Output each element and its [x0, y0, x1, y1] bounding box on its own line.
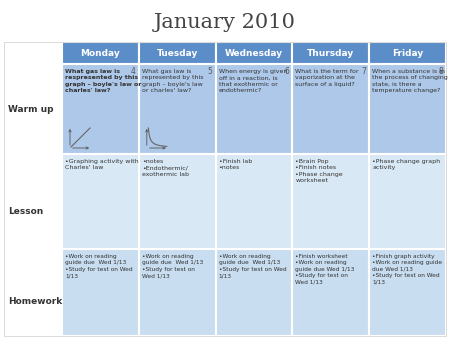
Bar: [292, 64, 369, 154]
Bar: [4, 42, 446, 336]
Bar: [216, 154, 292, 249]
Text: •Work on reading
guide due  Wed 1/13
•Study for test on Wed
1/13: •Work on reading guide due Wed 1/13 •Stu…: [219, 254, 286, 278]
Bar: [369, 64, 446, 154]
Text: Lesson: Lesson: [8, 207, 43, 216]
Text: What gas law is
represented by this
graph – boyle's law
or charles' law?: What gas law is represented by this grap…: [142, 69, 203, 93]
Bar: [292, 154, 369, 249]
Bar: [62, 249, 139, 336]
Bar: [369, 42, 446, 64]
Bar: [139, 249, 216, 336]
Text: Monday: Monday: [81, 48, 120, 57]
Bar: [4, 42, 62, 64]
Text: 8: 8: [438, 67, 443, 76]
Text: When a substance is in
the process of changing
state, is there a
temperature cha: When a substance is in the process of ch…: [372, 69, 448, 93]
Bar: [292, 249, 369, 336]
Text: January 2010: January 2010: [154, 13, 296, 31]
Text: Friday: Friday: [392, 48, 423, 57]
Text: 6: 6: [284, 67, 289, 76]
Bar: [62, 42, 139, 64]
Text: 7: 7: [361, 67, 366, 76]
Bar: [4, 249, 62, 336]
Text: •Work on reading
guide due  Wed 1/13
•Study for test on
Wed 1/13: •Work on reading guide due Wed 1/13 •Stu…: [142, 254, 203, 278]
Text: 4: 4: [131, 67, 136, 76]
Bar: [4, 64, 62, 154]
Text: When energy is given
off in a reaction, is
that exothermic or
endothermic?: When energy is given off in a reaction, …: [219, 69, 287, 93]
Bar: [216, 42, 292, 64]
Bar: [62, 154, 139, 249]
Text: What is the term for
vaporization at the
surface of a liquid?: What is the term for vaporization at the…: [295, 69, 359, 87]
Text: Thursday: Thursday: [307, 48, 355, 57]
Bar: [292, 42, 369, 64]
Text: Tuesday: Tuesday: [157, 48, 198, 57]
Text: Wednesday: Wednesday: [225, 48, 283, 57]
Text: Warm up: Warm up: [8, 104, 54, 114]
Bar: [139, 42, 216, 64]
Text: •Phase change graph
activity: •Phase change graph activity: [372, 159, 440, 170]
Bar: [216, 64, 292, 154]
Bar: [369, 154, 446, 249]
Text: 5: 5: [208, 67, 212, 76]
Text: •Brain Pop
•Finish notes
•Phase change
worksheet: •Brain Pop •Finish notes •Phase change w…: [295, 159, 343, 183]
Text: •Finish graph activity
•Work on reading guide
due Wed 1/13
•Study for test on We: •Finish graph activity •Work on reading …: [372, 254, 442, 285]
Text: What gas law is
respresented by this
graph – boyle's law or
charles' law?: What gas law is respresented by this gra…: [65, 69, 141, 93]
Text: •Graphing activity with
Charles' law: •Graphing activity with Charles' law: [65, 159, 139, 170]
Bar: [369, 249, 446, 336]
Text: Homework: Homework: [8, 297, 62, 306]
Bar: [62, 64, 139, 154]
Bar: [216, 249, 292, 336]
Text: •Finish lab
•notes: •Finish lab •notes: [219, 159, 252, 170]
Bar: [139, 154, 216, 249]
Bar: [139, 64, 216, 154]
Text: •notes
•Endothermic/
exothermic lab: •notes •Endothermic/ exothermic lab: [142, 159, 189, 177]
Bar: [4, 154, 62, 249]
Text: •Finish worksheet
•Work on reading
guide due Wed 1/13
•Study for test on
Wed 1/1: •Finish worksheet •Work on reading guide…: [295, 254, 355, 285]
Text: •Work on reading
guide due  Wed 1/13
•Study for test on Wed
1/13: •Work on reading guide due Wed 1/13 •Stu…: [65, 254, 133, 278]
